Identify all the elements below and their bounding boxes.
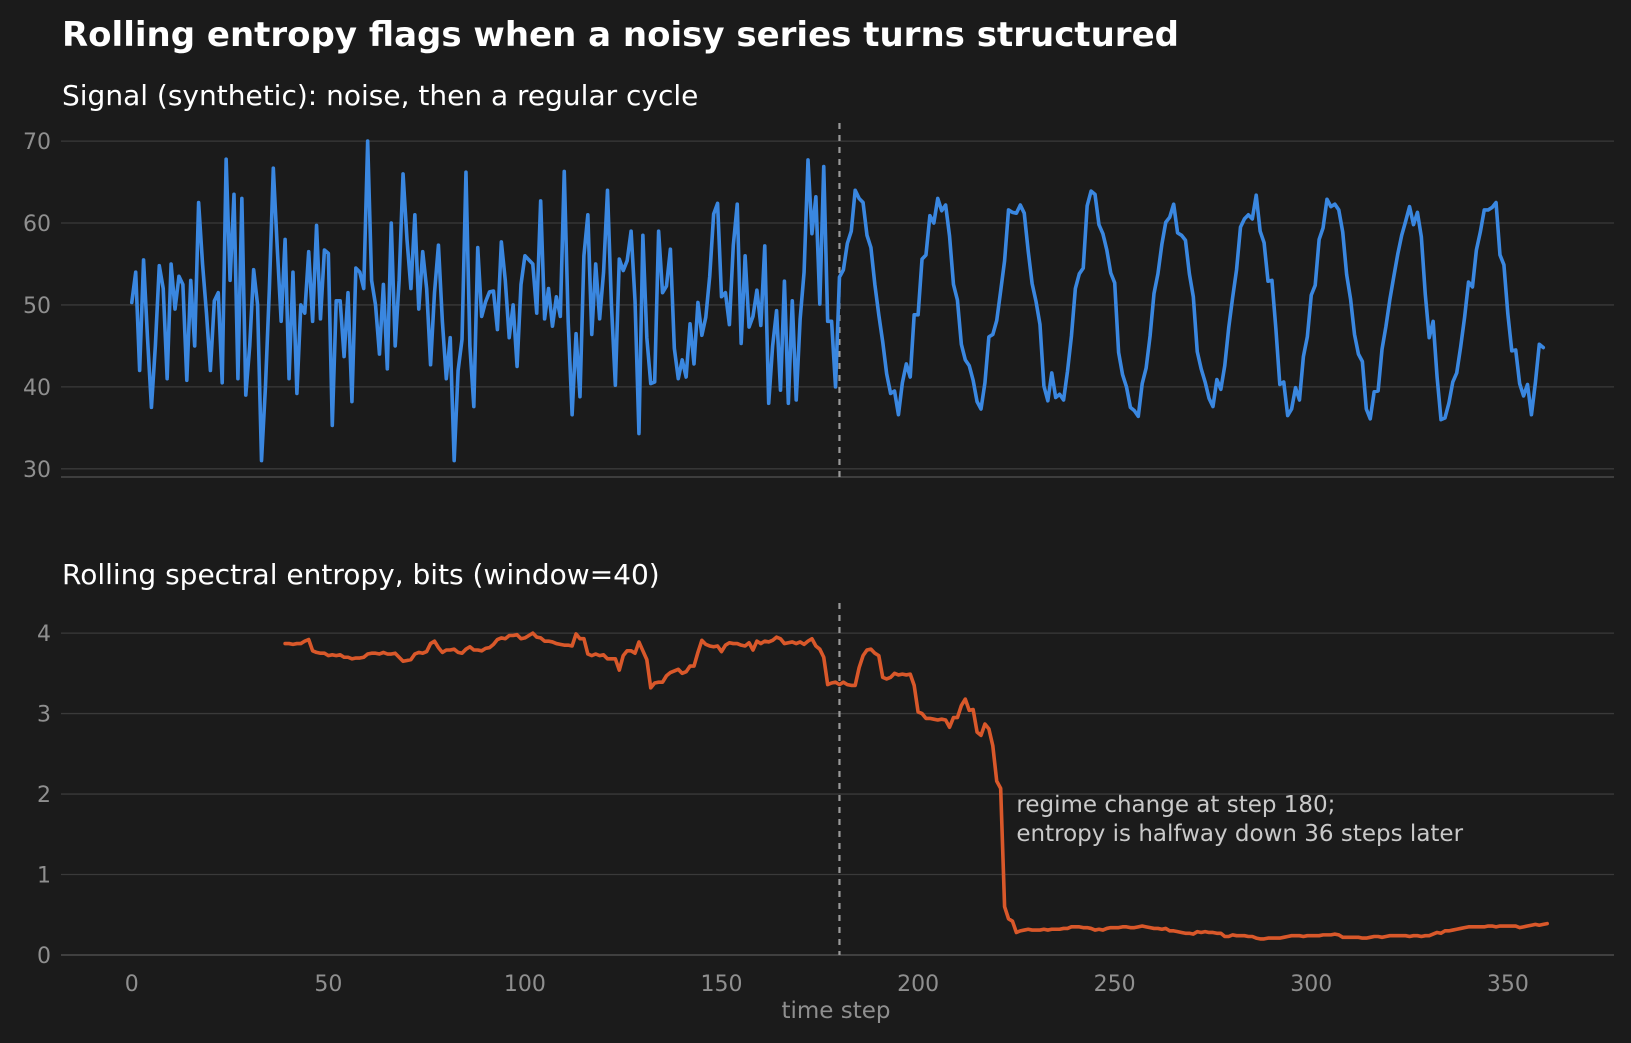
entropy-y-tick-label: 0 <box>37 944 51 969</box>
entropy-y-tick-label: 2 <box>37 783 51 808</box>
x-axis-label: time step <box>781 998 890 1024</box>
signal-series-line <box>129 139 1546 463</box>
entropy-x-tick-label: 200 <box>897 972 939 997</box>
signal-y-tick-label: 50 <box>23 294 51 319</box>
entropy-series-line <box>283 631 1549 941</box>
entropy-x-tick-label: 50 <box>314 972 342 997</box>
entropy-panel-title: Rolling spectral entropy, bits (window=4… <box>62 558 660 591</box>
entropy-x-tick-label: 250 <box>1094 972 1136 997</box>
entropy-y-tick-label: 4 <box>37 622 51 647</box>
entropy-x-tick-label: 0 <box>125 972 139 997</box>
entropy-x-tick-label: 150 <box>701 972 743 997</box>
signal-y-tick-label: 40 <box>23 376 51 401</box>
entropy-y-tick-label: 1 <box>37 864 51 889</box>
signal-y-tick-label: 30 <box>23 458 51 483</box>
entropy-x-tick-label: 100 <box>504 972 546 997</box>
entropy-x-tick-label: 350 <box>1487 972 1529 997</box>
signal-panel: Signal (synthetic): noise, then a regula… <box>23 79 1614 483</box>
entropy-y-tick-label: 3 <box>37 703 51 728</box>
entropy-x-tick-label: 300 <box>1290 972 1332 997</box>
signal-panel-title: Signal (synthetic): noise, then a regula… <box>62 79 698 112</box>
signal-y-tick-label: 70 <box>23 130 51 155</box>
entropy-panel: Rolling spectral entropy, bits (window=4… <box>37 558 1614 1024</box>
regime-change-annotation-line-2: entropy is halfway down 36 steps later <box>1016 821 1463 847</box>
signal-y-tick-label: 60 <box>23 212 51 237</box>
regime-change-annotation-line-1: regime change at step 180; <box>1016 792 1335 818</box>
chart-title: Rolling entropy flags when a noisy serie… <box>62 15 1179 55</box>
